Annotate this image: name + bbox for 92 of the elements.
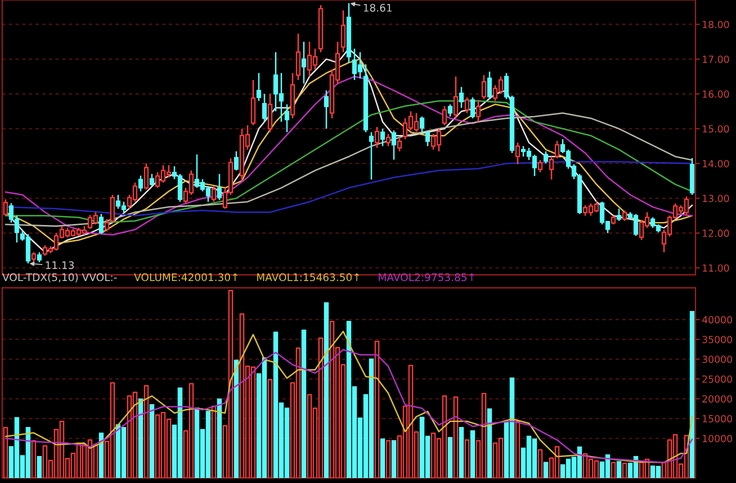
y-tick-label: 16.00 bbox=[702, 90, 729, 98]
y-tick-label: 30000 bbox=[702, 356, 732, 363]
bar bbox=[36, 456, 42, 478]
bar bbox=[464, 439, 470, 478]
candlestick bbox=[392, 130, 396, 160]
candlestick bbox=[369, 132, 374, 180]
bar bbox=[515, 420, 520, 478]
y-tick-label: 25000 bbox=[702, 375, 732, 383]
annotation: VOLUME:42001.30↑ bbox=[134, 273, 238, 282]
bar bbox=[138, 398, 144, 478]
candlestick bbox=[104, 218, 110, 232]
y-tick-label: 11.00 bbox=[702, 264, 729, 272]
bar bbox=[616, 461, 622, 478]
y-tick-label: 15.00 bbox=[702, 125, 729, 133]
candlestick bbox=[284, 104, 290, 133]
candlestick bbox=[442, 105, 447, 126]
y-tick-label: 35000 bbox=[702, 336, 732, 344]
candlestick bbox=[482, 74, 486, 100]
bar bbox=[268, 379, 272, 478]
text: MAVOL1:15463.50↑ bbox=[257, 273, 359, 282]
bar bbox=[31, 440, 36, 478]
bar bbox=[459, 427, 464, 478]
y-tick-label: 12.00 bbox=[702, 230, 729, 237]
candlestick bbox=[515, 142, 520, 165]
y-tick-label: 15000 bbox=[702, 415, 732, 422]
candlestick bbox=[150, 173, 154, 187]
candlestick bbox=[453, 76, 458, 119]
bar bbox=[448, 436, 453, 478]
bar bbox=[622, 462, 627, 478]
bar bbox=[301, 330, 306, 478]
text: MAVOL2:9753.85↑ bbox=[378, 273, 474, 282]
bar bbox=[386, 440, 391, 478]
bar bbox=[487, 408, 492, 478]
candlestick bbox=[302, 41, 306, 84]
candlestick bbox=[397, 136, 402, 152]
candlestick bbox=[476, 99, 481, 122]
candlestick bbox=[138, 174, 143, 192]
bar bbox=[470, 430, 476, 478]
candlestick bbox=[487, 70, 492, 100]
bar bbox=[380, 438, 385, 478]
candlestick bbox=[256, 72, 262, 102]
candlestick bbox=[425, 130, 430, 147]
candlestick bbox=[616, 208, 622, 222]
candlestick bbox=[110, 194, 115, 224]
bar bbox=[538, 449, 543, 478]
candlestick bbox=[262, 93, 267, 122]
bar bbox=[234, 360, 239, 478]
candlestick bbox=[380, 128, 385, 147]
bar bbox=[324, 302, 329, 478]
candlestick bbox=[470, 96, 475, 119]
candlestick bbox=[448, 104, 452, 118]
bar bbox=[453, 396, 458, 478]
candlestick bbox=[386, 133, 391, 147]
candlestick bbox=[420, 116, 424, 133]
candlestick bbox=[538, 159, 543, 173]
candlestick bbox=[549, 156, 554, 180]
annotation: 18.61 bbox=[364, 4, 392, 12]
candlestick bbox=[98, 213, 104, 234]
candlestick bbox=[464, 96, 470, 114]
y-tick-label: 13.00 bbox=[702, 194, 729, 202]
candlestick bbox=[296, 33, 301, 81]
annotation: 11.13 bbox=[46, 261, 74, 270]
bar bbox=[392, 440, 396, 478]
bar bbox=[150, 404, 154, 478]
candlestick bbox=[544, 150, 548, 164]
y-tick-label: 40000 bbox=[702, 316, 732, 324]
bar bbox=[217, 398, 222, 478]
bar bbox=[3, 427, 8, 478]
candlestick bbox=[144, 162, 149, 190]
chart-title: VOL-TDX(5,10) VVOL:- bbox=[2, 273, 117, 282]
candlestick bbox=[324, 90, 329, 130]
bar bbox=[211, 406, 216, 478]
bar bbox=[374, 340, 380, 478]
bar bbox=[690, 311, 695, 478]
candlestick bbox=[340, 10, 346, 53]
candlestick bbox=[374, 126, 380, 149]
candlestick bbox=[37, 252, 42, 263]
y-tick-label: 18.00 bbox=[702, 20, 729, 28]
candlestick bbox=[554, 140, 560, 159]
candlestick bbox=[3, 198, 8, 216]
bar bbox=[144, 385, 149, 478]
y-tick-label: 17.00 bbox=[702, 56, 729, 63]
candlestick bbox=[217, 173, 222, 201]
y-tick-label: 10000 bbox=[702, 434, 732, 442]
candlestick bbox=[622, 210, 627, 222]
candlestick bbox=[459, 86, 464, 109]
candlestick bbox=[234, 150, 239, 172]
candlestick bbox=[211, 185, 216, 202]
bar bbox=[543, 462, 548, 478]
y-tick-label: 20000 bbox=[702, 395, 732, 403]
bar bbox=[610, 462, 616, 478]
y-tick-label: 14.00 bbox=[702, 160, 729, 168]
